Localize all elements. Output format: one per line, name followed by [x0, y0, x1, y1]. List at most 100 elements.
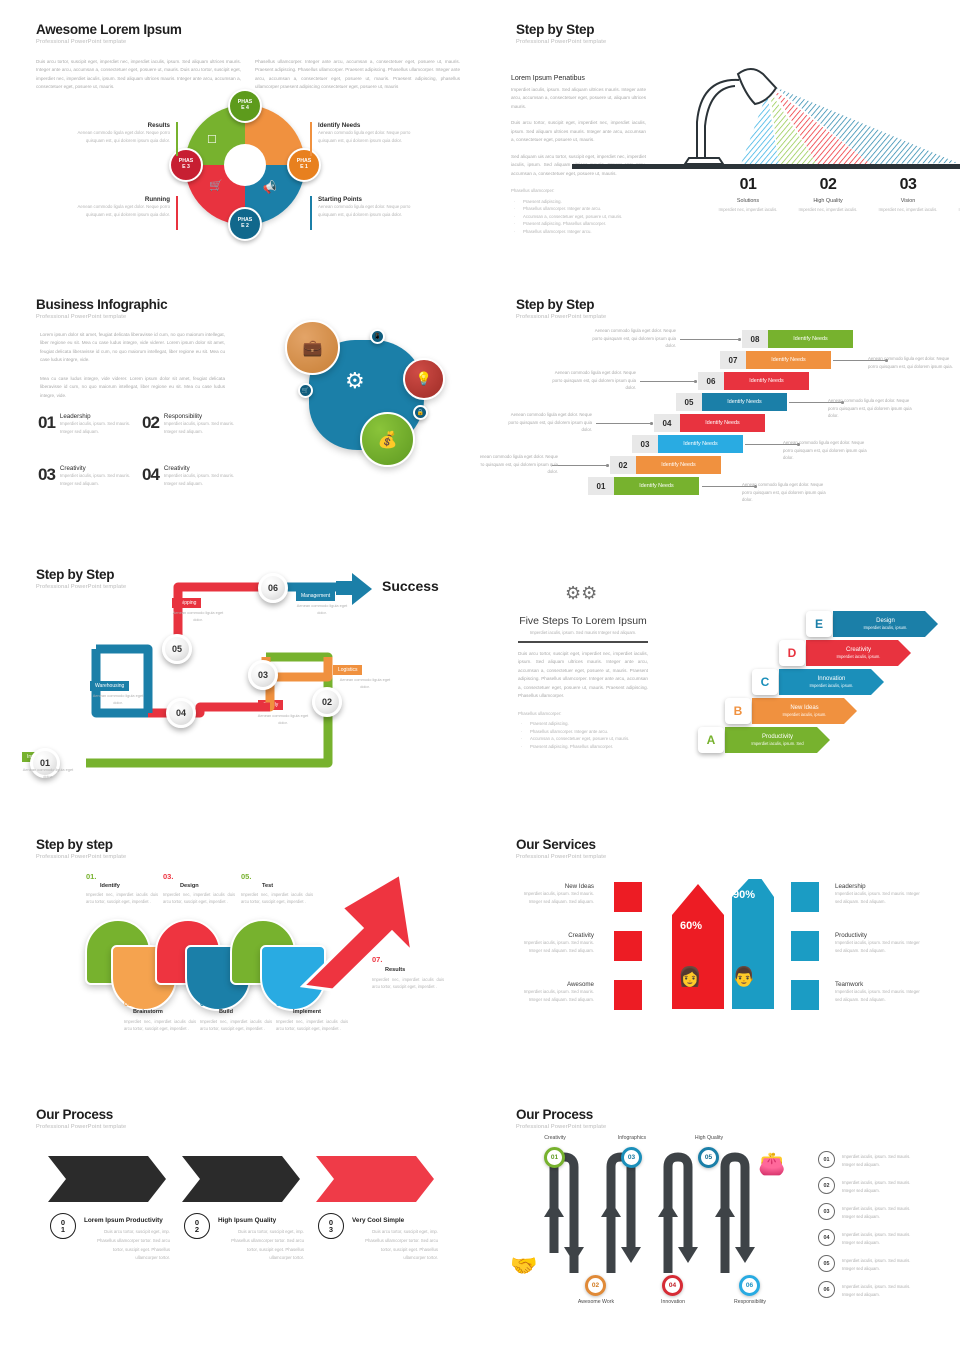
service-swatch-right-1[interactable] [791, 882, 819, 912]
section-subheading: Imperdiet iaculis, ipsum. Sed mauris Int… [529, 630, 637, 635]
stair-bar-05[interactable]: Identify Needs [702, 393, 787, 411]
step-arrow-b[interactable]: New Ideas Imperdiet iaculis, ipsum. [752, 698, 857, 724]
step-number-01: 01. [86, 872, 97, 881]
step-desc-01: Imperdiet nec, imperdiet iaculis duis ar… [86, 892, 158, 905]
stair-bar-label: Identify Needs [793, 336, 828, 342]
stair-number-07[interactable]: 07 [720, 351, 746, 369]
stair-number-08[interactable]: 08 [742, 330, 768, 348]
node-06[interactable]: 06 [739, 1275, 760, 1296]
stair-number-06[interactable]: 06 [698, 372, 724, 390]
step-arrow-d[interactable]: Creativity Imperdiet iaculis, ipsum. [806, 640, 911, 666]
step-tag-04: Warehousing [90, 681, 130, 691]
service-swatch-right-2[interactable] [791, 931, 819, 961]
numbered-item-04[interactable]: 04 Creativity Imperdiet iaculis, ipsum. … [142, 465, 237, 487]
bullet-dot: · [514, 228, 516, 234]
step-circle-04[interactable]: 04 [166, 698, 196, 728]
service-swatch-left-3[interactable] [614, 980, 642, 1010]
node-01[interactable]: 01 [544, 1147, 565, 1168]
step-circle-03[interactable]: 0 3 [318, 1213, 344, 1239]
legend-number: 05 [823, 1260, 830, 1267]
numbered-item-02[interactable]: 02 Responsibility Imperdiet iaculis, ips… [142, 413, 237, 435]
handshake-icon: 🤝 [510, 1253, 538, 1278]
stair-bar-03[interactable]: Identify Needs [658, 435, 743, 453]
legend-badge-03[interactable]: 03 [818, 1203, 835, 1220]
step-number: 05 [171, 644, 182, 654]
phase-badge-4[interactable]: PHAS E 4 [228, 89, 262, 123]
node-03[interactable]: 03 [621, 1147, 642, 1168]
step-letter-b[interactable]: B [725, 698, 751, 724]
moneybag-icon-bubble[interactable]: 💰 [360, 412, 415, 467]
callout-desc: Aenean commodo ligula eget dolor. Neque … [318, 204, 411, 217]
item-number: 01 [38, 413, 56, 432]
step-cell-02[interactable]: 02 High Quality Imperdiet nec, imperdiet… [788, 176, 868, 213]
step-tag-label: Warehousing [95, 683, 125, 689]
legend-badge-06[interactable]: 06 [818, 1281, 835, 1298]
step-circle-03[interactable]: 03 [248, 660, 278, 690]
chevron-01[interactable] [48, 1156, 166, 1202]
step-number: 03 [257, 670, 268, 680]
stair-desc-04: Aenean commodo ligula eget dolor. Neque … [508, 412, 592, 433]
step-label: Productivity [761, 734, 793, 740]
legend-desc-02: Imperdiet iaculis, ipsum. Sed mauris. In… [842, 1180, 911, 1193]
number-top: 0 [60, 1217, 66, 1227]
stair-bar-01[interactable]: Identify Needs [614, 477, 699, 495]
briefcase-icon-bubble[interactable]: 💼 [285, 320, 340, 375]
step-label: Solutions [736, 198, 760, 204]
stair-number-05[interactable]: 05 [676, 393, 702, 411]
callout-results: Results Aenean commodo ligula eget dolor… [70, 122, 170, 144]
step-arrow-a[interactable]: Productivity Imperdiet iaculis, ipsum. S… [725, 727, 830, 753]
step-circle-06[interactable]: 06 [258, 573, 288, 603]
legend-badge-04[interactable]: 04 [818, 1229, 835, 1246]
node-04[interactable]: 04 [662, 1275, 683, 1296]
step-letter-a[interactable]: A [698, 727, 724, 753]
lock-icon[interactable]: 🔒 [413, 405, 428, 420]
stair-number-03[interactable]: 03 [632, 435, 658, 453]
stair-bar-02[interactable]: Identify Needs [636, 456, 721, 474]
panel4-header: Step by Step Professional PowerPoint tem… [516, 297, 606, 320]
step-cell-01[interactable]: 01 Solutions Imperdiet nec, imperdiet ia… [708, 176, 788, 213]
stair-bar-06[interactable]: Identify Needs [724, 372, 809, 390]
stair-num-text: 01 [596, 481, 606, 491]
service-swatch-left-2[interactable] [614, 931, 642, 961]
service-swatch-left-1[interactable] [614, 882, 642, 912]
stair-bar-07[interactable]: Identify Needs [746, 351, 831, 369]
stair-bar-08[interactable]: Identify Needs [768, 330, 853, 348]
phase-badge-1[interactable]: PHAS E 1 [287, 148, 321, 182]
step-cell-04[interactable]: 04 Decisions Imperdiet nec, imperdiet ia… [948, 176, 960, 213]
node-02[interactable]: 02 [585, 1275, 606, 1296]
chevron-03[interactable] [316, 1156, 434, 1202]
item-label: Leadership [59, 413, 91, 420]
number-top: 0 [328, 1217, 334, 1227]
step-circle-01[interactable]: 0 1 [50, 1213, 76, 1239]
step-letter-d[interactable]: D [779, 640, 805, 666]
bulb-icon-bubble[interactable]: 💡 [403, 358, 445, 400]
step-cell-03[interactable]: 03 Vision Imperdiet nec, imperdiet iacul… [868, 176, 948, 213]
numbered-item-03[interactable]: 03 Creativity Imperdiet iaculis, ipsum. … [38, 465, 133, 487]
service-label: Creativity [568, 932, 594, 939]
stair-bar-04[interactable]: Identify Needs [680, 414, 765, 432]
step-circle-02[interactable]: 02 [312, 687, 342, 717]
stair-number-04[interactable]: 04 [654, 414, 680, 432]
step-arrow-e[interactable]: Design Imperdiet iaculis, ipsum. [833, 611, 938, 637]
legend-badge-01[interactable]: 01 [818, 1151, 835, 1168]
stair-number-01[interactable]: 01 [588, 477, 614, 495]
service-swatch-right-3[interactable] [791, 980, 819, 1010]
leader-line [833, 360, 888, 361]
step-circle-01[interactable]: 01 [30, 748, 60, 778]
numbered-item-01[interactable]: 01 Leadership Imperdiet iaculis, ipsum. … [38, 413, 133, 435]
callout-running: Running Aenean commodo ligula eget dolor… [70, 196, 170, 218]
step-letter-c[interactable]: C [752, 669, 778, 695]
cart-icon[interactable]: 🛒 [298, 383, 313, 398]
phase-badge-2[interactable]: PHAS E 2 [228, 207, 262, 241]
legend-badge-02[interactable]: 02 [818, 1177, 835, 1194]
phase-badge-3[interactable]: PHAS E 3 [169, 148, 203, 182]
node-05[interactable]: 05 [698, 1147, 719, 1168]
chevron-02[interactable] [182, 1156, 300, 1202]
legend-badge-05[interactable]: 05 [818, 1255, 835, 1272]
stair-number-02[interactable]: 02 [610, 456, 636, 474]
mobile-icon[interactable]: 📱 [370, 329, 385, 344]
step-arrow-c[interactable]: Innovation Imperdiet iaculis, ipsum. [779, 669, 884, 695]
step-circle-02[interactable]: 0 2 [184, 1213, 210, 1239]
step-circle-05[interactable]: 05 [162, 634, 192, 664]
step-letter-e[interactable]: E [806, 611, 832, 637]
